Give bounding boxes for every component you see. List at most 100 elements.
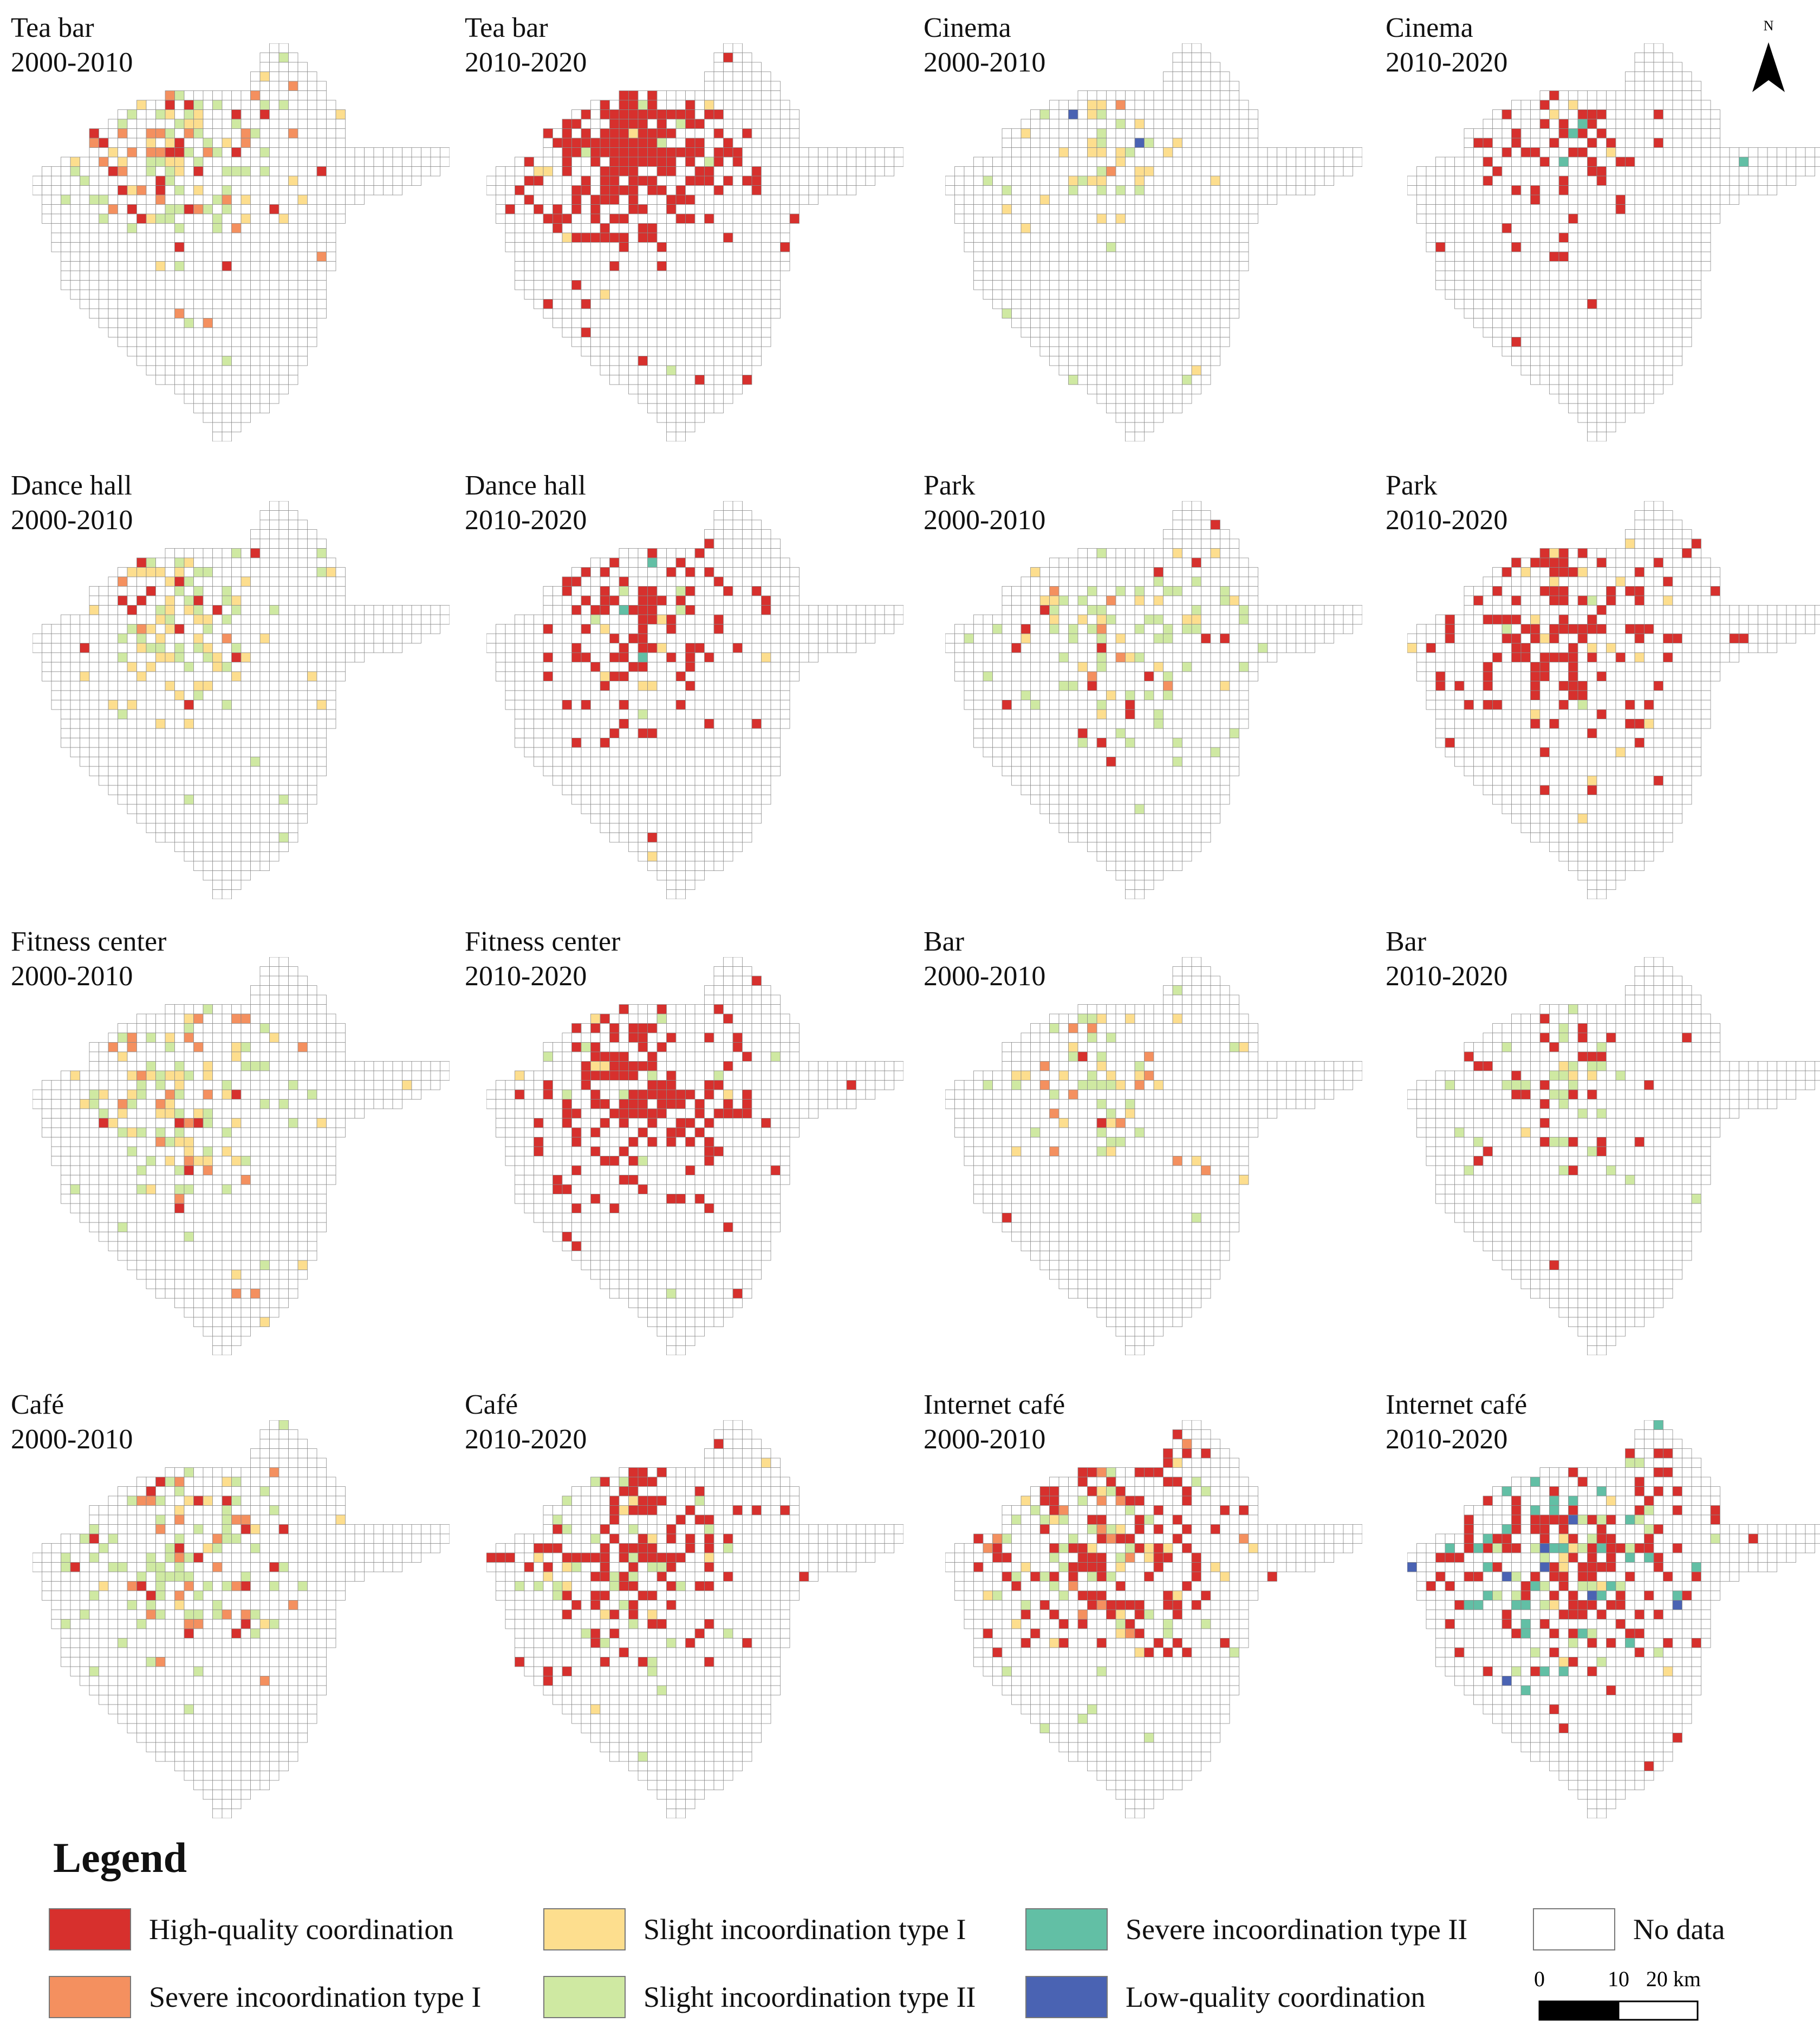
grid-cell (89, 747, 99, 757)
grid-cell (619, 157, 629, 167)
grid-cell (278, 242, 289, 252)
grid-cell (732, 576, 743, 587)
grid-cell (1644, 213, 1654, 224)
grid-cell (1239, 109, 1249, 120)
grid-cell (1653, 232, 1663, 243)
grid-cell (1625, 251, 1635, 262)
grid-cell (742, 605, 752, 615)
grid-cell (165, 776, 175, 786)
grid-cell (1615, 289, 1626, 300)
grid-cell (973, 157, 984, 167)
grid-cell (571, 337, 582, 347)
grid-cell (1096, 299, 1107, 309)
grid-cell (1672, 232, 1682, 243)
grid-cell (269, 71, 280, 82)
grid-cell (600, 232, 610, 243)
grid-cell (1182, 185, 1192, 196)
grid-cell (751, 223, 762, 233)
grid-cell (1115, 356, 1126, 366)
grid-cell (1144, 213, 1154, 224)
grid-cell (1634, 175, 1644, 186)
grid-cell (1606, 394, 1616, 404)
grid-cell (590, 157, 601, 167)
grid-cell (524, 261, 534, 271)
grid-cell (1615, 375, 1626, 385)
grid-cell (203, 280, 213, 290)
grid-cell (1134, 365, 1145, 375)
grid-cell (1520, 157, 1531, 167)
grid-cell (1577, 204, 1588, 214)
grid-cell (1134, 384, 1145, 394)
grid-cell (1530, 100, 1540, 110)
grid-cell (184, 157, 194, 167)
grid-cell (155, 166, 166, 177)
grid-cell (1568, 289, 1578, 300)
grid-cell (1653, 53, 1663, 63)
grid-cell (1096, 147, 1107, 158)
grid-cell (240, 204, 251, 214)
grid-cell (1002, 175, 1012, 186)
grid-cell (628, 261, 639, 271)
grid-cell (600, 128, 610, 139)
grid-cell (1739, 157, 1749, 167)
grid-cell (1549, 147, 1559, 158)
grid-cell (392, 643, 402, 653)
grid-cell (118, 166, 128, 177)
grid-cell (297, 652, 308, 662)
grid-cell (1634, 318, 1644, 328)
grid-cell (1464, 157, 1474, 167)
grid-cell (1549, 308, 1559, 318)
grid-cell (288, 700, 298, 710)
grid-cell (1625, 100, 1635, 110)
grid-cell (1530, 261, 1540, 271)
grid-cell (250, 128, 261, 139)
grid-cell (1144, 327, 1154, 337)
grid-cell (99, 747, 109, 757)
grid-cell (127, 270, 137, 281)
grid-cell (297, 223, 308, 233)
grid-cell (1153, 394, 1164, 404)
grid-cell (1163, 242, 1173, 252)
grid-cell (1172, 299, 1182, 309)
grid-cell (193, 671, 204, 681)
grid-cell (1587, 327, 1597, 337)
grid-cell (799, 194, 809, 205)
grid-cell (647, 595, 658, 606)
grid-cell (136, 327, 147, 337)
grid-cell (1625, 403, 1635, 413)
grid-cell (562, 614, 572, 625)
grid-cell (136, 232, 147, 243)
grid-cell (1577, 270, 1588, 281)
grid-cell (1483, 157, 1493, 167)
grid-cell (619, 614, 629, 625)
grid-cell (307, 138, 317, 148)
grid-cell (155, 643, 166, 653)
grid-cell (212, 251, 223, 262)
grid-cell (1125, 365, 1135, 375)
grid-cell (1115, 365, 1126, 375)
grid-cell (1805, 147, 1815, 158)
grid-cell (146, 652, 156, 662)
grid-cell (1030, 327, 1041, 337)
grid-cell (628, 289, 639, 300)
grid-cell (1049, 261, 1060, 271)
grid-cell (1239, 194, 1249, 205)
grid-cell (1096, 119, 1107, 129)
grid-cell (288, 147, 298, 158)
grid-cell (1653, 157, 1663, 167)
grid-cell (628, 318, 639, 328)
grid-cell (250, 223, 261, 233)
grid-cell (1454, 280, 1465, 290)
grid-cell (1106, 384, 1116, 394)
grid-cell (1144, 166, 1154, 177)
grid-cell (1710, 194, 1720, 205)
grid-cell (278, 81, 289, 91)
grid-cell (278, 251, 289, 262)
grid-cell (118, 576, 128, 587)
grid-cell (108, 213, 118, 224)
grid-cell (174, 700, 185, 710)
grid-cell (89, 766, 99, 776)
grid-cell (1182, 318, 1192, 328)
grid-cell (222, 175, 232, 186)
grid-cell (174, 690, 185, 700)
